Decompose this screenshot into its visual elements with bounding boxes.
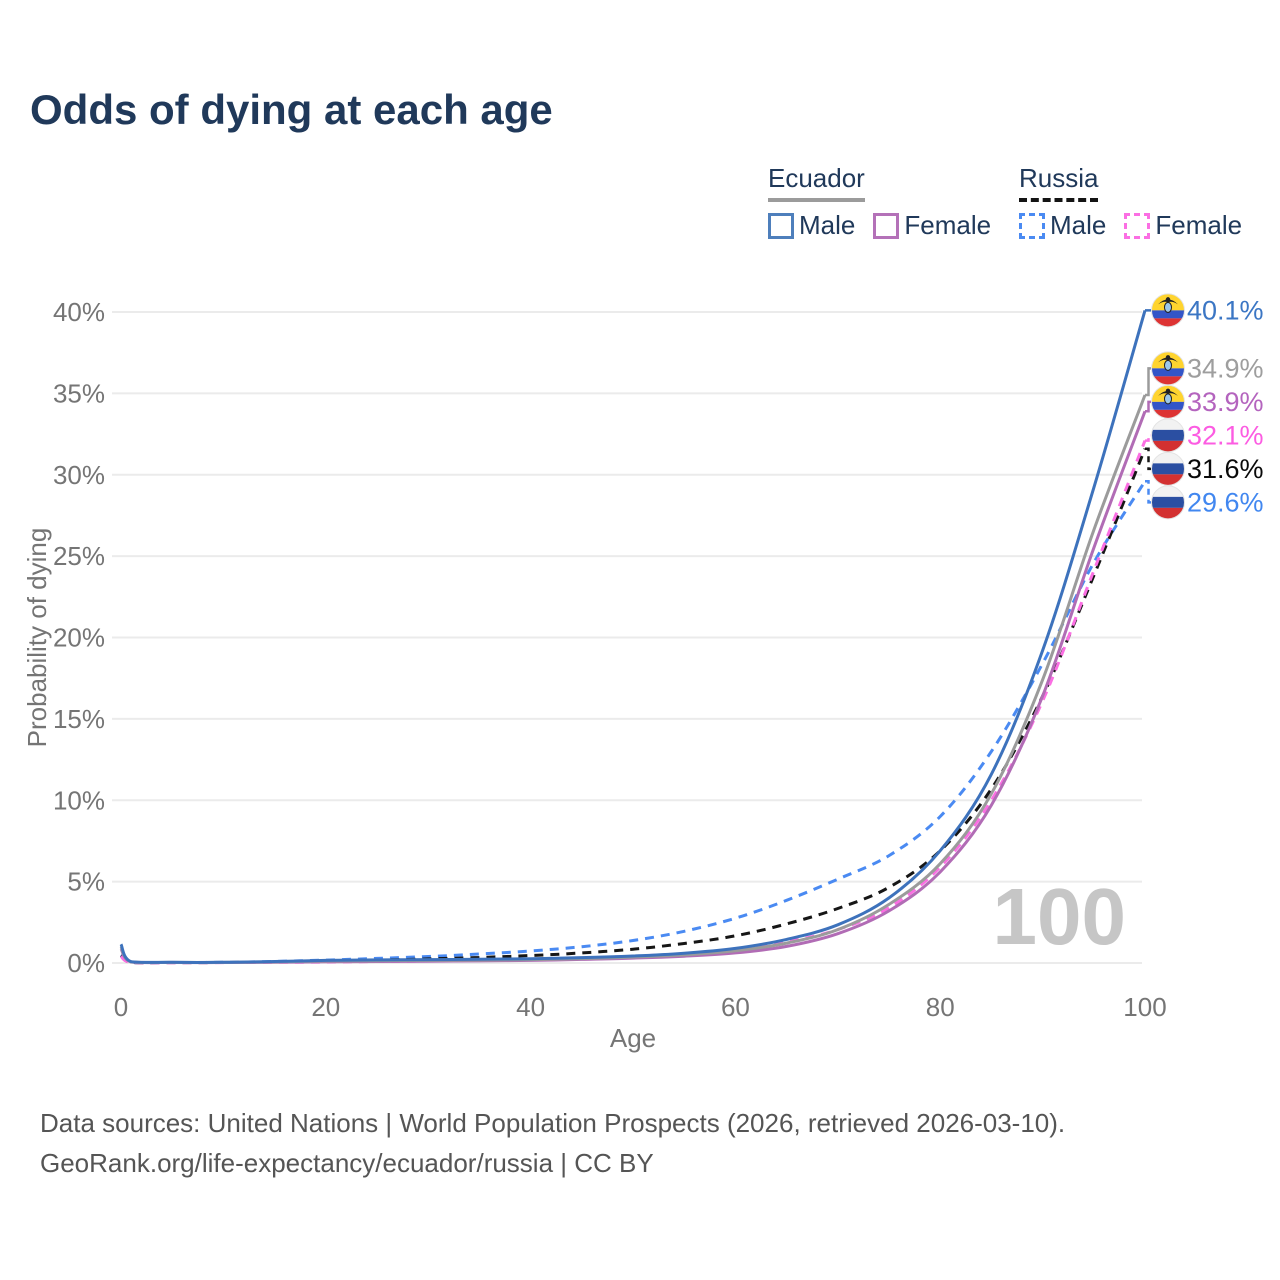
russia-flag-icon [1151, 485, 1185, 520]
x-tick-label-60: 60 [721, 992, 750, 1022]
page-title: Odds of dying at each age [30, 86, 553, 133]
end-label-russia-male: 29.6% [1187, 487, 1264, 517]
checkbox-ecuador-female[interactable] [873, 212, 900, 239]
legend-ecuador-title: Ecuador [768, 163, 865, 202]
legend-toggle-russia-female[interactable]: Female [1124, 210, 1242, 241]
legend-russia-male-label: Male [1050, 210, 1107, 240]
footer-line-1: Data sources: United Nations | World Pop… [40, 1108, 1066, 1138]
series-line-ecuador-both-sexes [119, 394, 1147, 965]
x-axis-title: Age [610, 1023, 656, 1053]
checkbox-ecuador-male[interactable] [768, 212, 794, 239]
end-label-ecuador-both-sexes: 34.9% [1187, 353, 1264, 383]
legend-ecuador-female-label: Female [904, 210, 992, 240]
y-tick-label-10: 10% [53, 785, 105, 815]
y-tick-label-30: 30% [53, 460, 105, 490]
checkbox-russia-male[interactable] [1019, 212, 1045, 239]
y-axis-title: Probability of dying [22, 528, 52, 748]
russia-flag-icon [1151, 451, 1185, 486]
x-tick-label-20: 20 [311, 992, 340, 1022]
y-tick-label-25: 25% [53, 541, 105, 571]
series-line-ecuador-female [119, 410, 1147, 965]
series-line-russia-both-sexes [119, 448, 1147, 965]
leader-line-russia-both-sexes [1145, 447, 1151, 471]
x-tick-label-100: 100 [1123, 992, 1166, 1022]
x-tick-label-0: 0 [114, 992, 128, 1022]
ecuador-flag-icon [1151, 351, 1185, 386]
legend-toggle-russia-male[interactable]: Male [1019, 210, 1106, 241]
end-label-ecuador-female: 33.9% [1187, 387, 1264, 417]
watermark-100: 100 [993, 872, 1126, 961]
y-tick-label-20: 20% [53, 623, 105, 653]
leader-line-russia-male [1145, 480, 1151, 504]
y-tick-label-35: 35% [53, 378, 105, 408]
series-line-russia-female [120, 440, 1147, 965]
end-label-russia-both-sexes: 31.6% [1187, 454, 1264, 484]
leader-line-ecuador-female [1145, 400, 1151, 413]
legend-russia-female-label: Female [1155, 210, 1243, 240]
end-label-russia-female: 32.1% [1187, 420, 1264, 450]
russia-flag-icon [1151, 418, 1185, 453]
footer-line-2: GeoRank.org/life-expectancy/ecuador/russ… [40, 1148, 654, 1178]
legend-ecuador-male-label: Male [799, 210, 856, 240]
leader-line-ecuador-both-sexes [1145, 367, 1151, 397]
y-tick-label-5: 5% [67, 867, 105, 897]
legend-toggle-ecuador-male[interactable]: Male [768, 210, 855, 241]
y-tick-label-15: 15% [53, 704, 105, 734]
x-tick-label-40: 40 [516, 992, 545, 1022]
ecuador-flag-icon [1151, 293, 1185, 328]
legend-group-ecuador: Ecuador Male Female [768, 163, 991, 241]
legend-toggle-ecuador-female[interactable]: Female [873, 210, 991, 241]
y-tick-label-40: 40% [53, 297, 105, 327]
leader-line-russia-female [1145, 434, 1151, 442]
data-sources-footer: Data sources: United Nations | World Pop… [40, 1103, 1065, 1183]
end-label-ecuador-male: 40.1% [1187, 295, 1264, 325]
series-line-russia-male [119, 480, 1147, 965]
legend-group-russia: Russia Male Female [1019, 163, 1242, 241]
series-line-ecuador-male [119, 309, 1147, 964]
y-tick-label-0: 0% [67, 948, 105, 978]
checkbox-russia-female[interactable] [1124, 212, 1151, 239]
legend-russia-title: Russia [1019, 163, 1099, 202]
x-tick-label-80: 80 [926, 992, 955, 1022]
ecuador-flag-icon [1151, 384, 1185, 419]
